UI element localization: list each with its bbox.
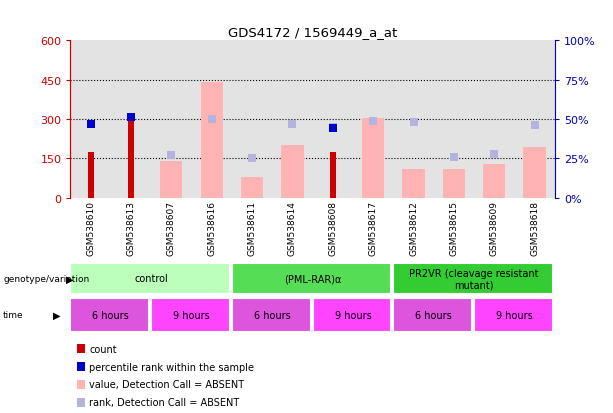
Text: (PML-RAR)α: (PML-RAR)α [284, 274, 341, 284]
Bar [241, 177, 263, 198]
Bar [200, 83, 223, 198]
Bar [362, 119, 384, 198]
Bar [88, 152, 94, 198]
Bar [474, 41, 514, 198]
Text: value, Detection Call = ABSENT: value, Detection Call = ABSENT [89, 380, 245, 389]
Bar [313, 41, 353, 198]
Bar [70, 263, 230, 294]
Bar [151, 41, 191, 198]
Bar [330, 152, 336, 198]
Bar [160, 161, 183, 198]
Bar [394, 263, 553, 294]
Bar [111, 41, 151, 198]
Bar [70, 41, 111, 198]
Bar [313, 298, 391, 332]
Bar [433, 41, 474, 198]
Bar [514, 41, 555, 198]
Bar [281, 146, 303, 198]
Bar [232, 263, 391, 294]
Bar [191, 41, 232, 198]
Text: time: time [3, 311, 24, 319]
Text: genotype/variation: genotype/variation [3, 274, 89, 283]
Text: ▶: ▶ [53, 310, 61, 320]
Text: 9 hours: 9 hours [173, 310, 210, 320]
Bar [232, 41, 272, 198]
Title: GDS4172 / 1569449_a_at: GDS4172 / 1569449_a_at [228, 26, 397, 39]
Text: 6 hours: 6 hours [254, 310, 291, 320]
Text: 9 hours: 9 hours [335, 310, 371, 320]
Bar [232, 298, 311, 332]
Bar [443, 169, 465, 198]
Text: count: count [89, 344, 117, 354]
Text: PR2VR (cleavage resistant
mutant): PR2VR (cleavage resistant mutant) [409, 268, 539, 290]
Text: control: control [134, 274, 168, 284]
Bar [483, 164, 505, 198]
Bar [394, 41, 434, 198]
Text: 9 hours: 9 hours [496, 310, 533, 320]
Text: 6 hours: 6 hours [93, 310, 129, 320]
Text: percentile rank within the sample: percentile rank within the sample [89, 362, 254, 372]
Bar [353, 41, 394, 198]
Bar [151, 298, 230, 332]
Bar [70, 298, 149, 332]
Bar [524, 147, 546, 198]
Bar [474, 298, 553, 332]
Text: rank, Detection Call = ABSENT: rank, Detection Call = ABSENT [89, 397, 240, 407]
Bar [394, 298, 472, 332]
Bar [128, 119, 134, 198]
Text: 6 hours: 6 hours [416, 310, 452, 320]
Bar [272, 41, 313, 198]
Text: ▶: ▶ [66, 274, 73, 284]
Bar [402, 169, 425, 198]
